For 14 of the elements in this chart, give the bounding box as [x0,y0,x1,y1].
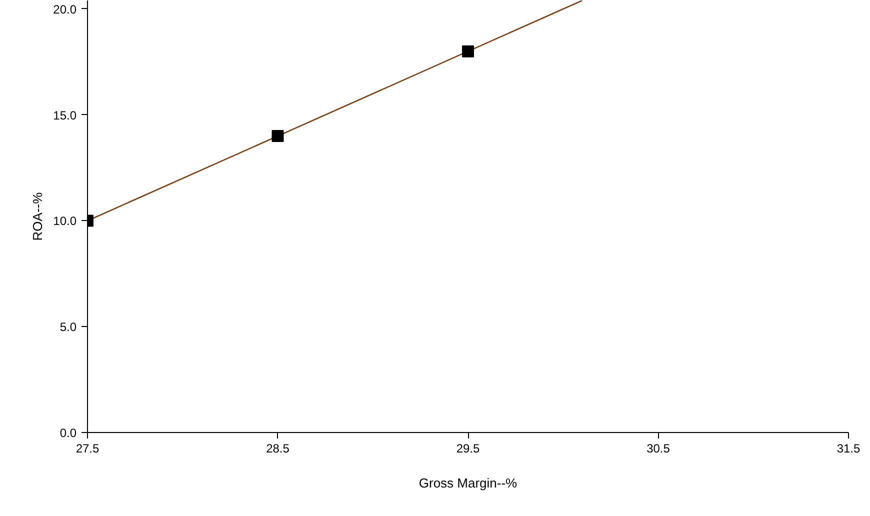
point [462,45,474,58]
y-tick-label: 15.0 [53,108,77,122]
x-tick-label: 28.5 [266,442,290,456]
y-axis-title: ROA--% [30,192,46,241]
y-tick-label: 20.0 [53,2,77,16]
y-tick-label: 10.0 [53,214,77,228]
x-tick-label: 30.5 [646,442,670,456]
point [272,130,284,142]
x-axis-title: Gross Margin--% [418,476,518,490]
x-tick-label: 27.5 [76,442,100,456]
x-tick-label: 31.5 [836,442,861,456]
y-tick-label: 5.0 [60,320,77,334]
x-tick-label: 29.5 [456,442,480,456]
y-tick-label: 0.0 [60,426,77,440]
